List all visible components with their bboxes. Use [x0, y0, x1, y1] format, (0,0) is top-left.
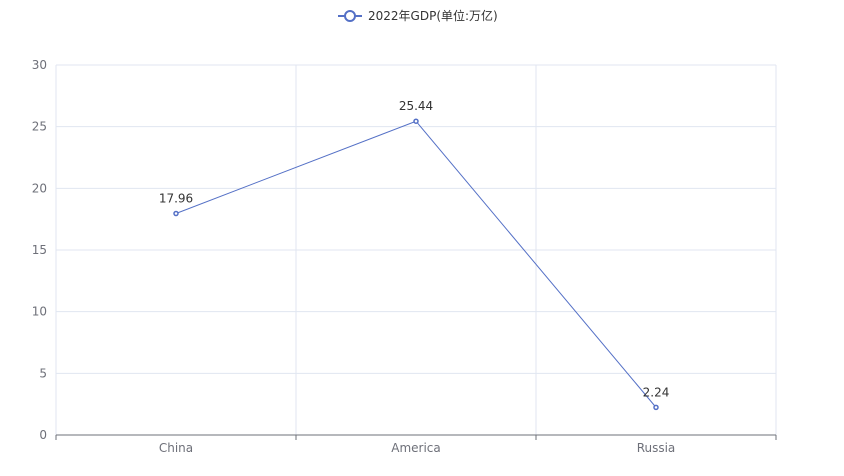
- data-point[interactable]: [413, 118, 419, 124]
- legend-circle-marker: [344, 10, 356, 22]
- series-line: [173, 118, 659, 411]
- grid-lines: [55, 64, 777, 435]
- data-point[interactable]: [173, 210, 179, 217]
- data-point[interactable]: [653, 404, 659, 411]
- x-tick-label: America: [391, 441, 441, 455]
- y-tick-label: 5: [39, 366, 47, 380]
- series-line-path: [175, 120, 657, 408]
- data-label: 25.44: [399, 99, 433, 113]
- data-label: 2.24: [643, 385, 670, 399]
- y-tick-label: 15: [32, 243, 47, 257]
- x-tick-label: Russia: [637, 441, 676, 455]
- y-tick-label: 25: [32, 120, 47, 134]
- y-tick-label: 30: [32, 58, 47, 72]
- y-tick-label: 20: [32, 181, 47, 195]
- data-label: 17.96: [159, 191, 193, 205]
- legend[interactable]: 2022年GDP(单位:万亿): [338, 8, 498, 23]
- axes: 0 5 10 15 20 25 30 China America Russia: [32, 58, 777, 455]
- y-tick-label: 10: [32, 305, 47, 319]
- x-tick-label: China: [159, 441, 193, 455]
- y-tick-label: 0: [39, 428, 47, 442]
- data-labels: 17.96 25.44 2.24: [159, 99, 670, 399]
- legend-label: 2022年GDP(单位:万亿): [368, 8, 498, 23]
